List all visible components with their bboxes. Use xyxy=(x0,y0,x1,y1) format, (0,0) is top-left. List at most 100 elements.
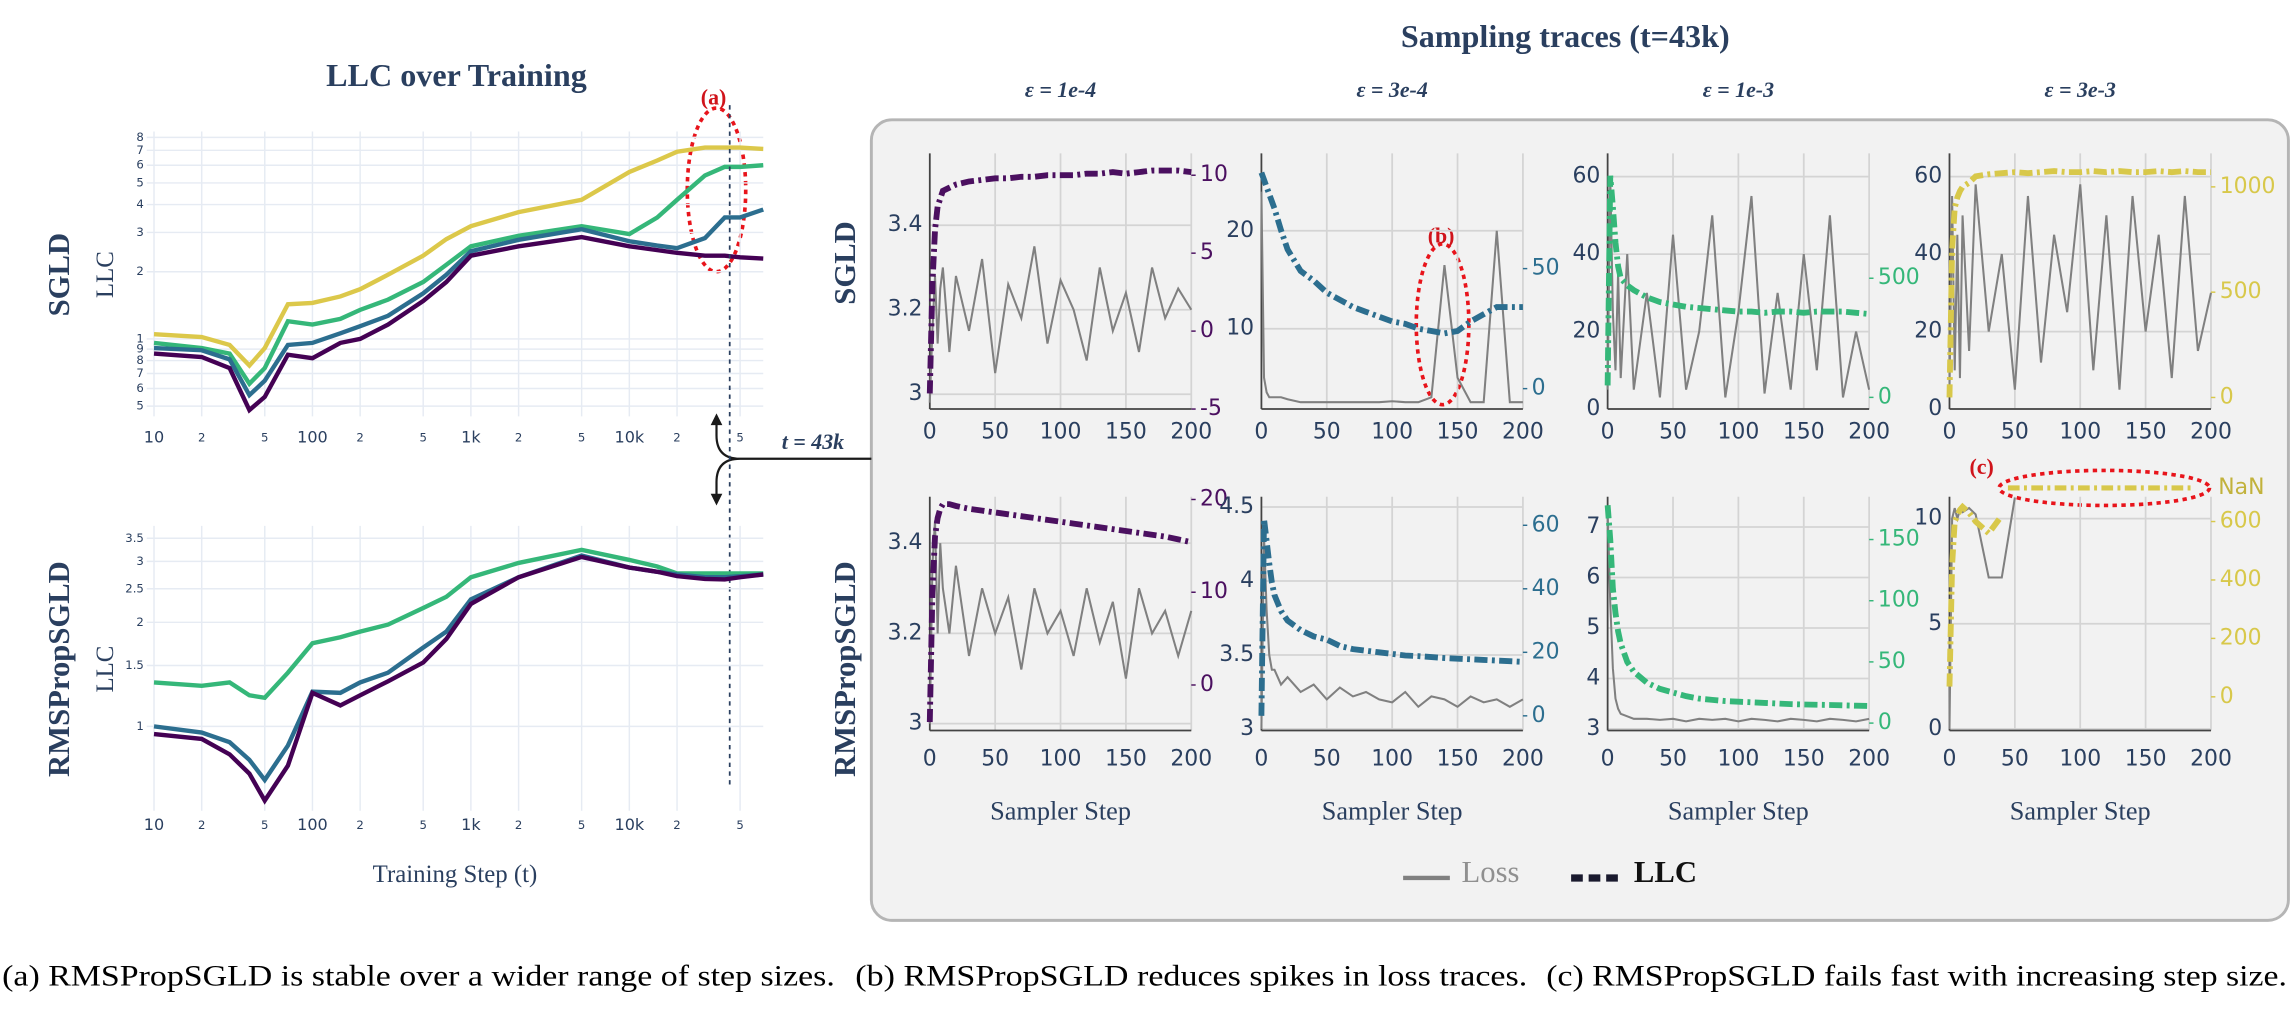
y-tick-label: 0 xyxy=(1928,716,1942,741)
y2-tick-label: 100 xyxy=(1878,588,1920,613)
y-tick-label: 4.5 xyxy=(1219,494,1254,519)
marker-arrow xyxy=(715,419,872,500)
y-tick-label: 6 xyxy=(1586,564,1600,589)
line xyxy=(1258,518,1524,716)
highlight xyxy=(685,106,748,274)
y-axis-label: LLC xyxy=(92,646,119,693)
y2-tick-label: 1000 xyxy=(2220,174,2276,199)
y-tick-label: 6 xyxy=(136,381,143,395)
x-tick-label: 100 xyxy=(1040,747,1082,772)
x-tick-label: 0 xyxy=(923,747,937,772)
annotation: (a) xyxy=(701,84,727,109)
x-tick-label: 5 xyxy=(261,431,268,445)
x-tick-label: 10k xyxy=(614,428,644,447)
x-tick-label: 200 xyxy=(2190,419,2232,444)
y-tick-label: 3.5 xyxy=(1219,642,1254,667)
y-tick-label: 5 xyxy=(136,399,143,413)
y-tick-label: 0 xyxy=(1928,396,1942,421)
x-tick-label: 10 xyxy=(144,815,164,834)
y-tick-label: 4 xyxy=(1240,568,1254,593)
annotation: (c) xyxy=(1969,454,1993,479)
y-tick-label: 6 xyxy=(136,158,143,172)
x-tick-label: 2 xyxy=(515,818,522,832)
caption: (b) RMSPropSGLD reduces spikes in loss t… xyxy=(855,960,1527,993)
y-tick-label: 3.4 xyxy=(888,530,923,555)
x-tick-label: 0 xyxy=(1254,419,1268,444)
y-axis-label: LLC xyxy=(92,251,119,298)
y-tick-label: 3.2 xyxy=(888,297,923,322)
y2-tick-label: 400 xyxy=(2220,567,2262,592)
line xyxy=(1606,176,1871,398)
line xyxy=(1946,168,2211,398)
left-title: LLC over Training xyxy=(326,57,587,93)
x-tick-label: 100 xyxy=(1371,747,1413,772)
x-tick-label: 0 xyxy=(1601,747,1615,772)
x-tick-label: 150 xyxy=(1437,747,1479,772)
column-title: ε = 3e-4 xyxy=(1356,77,1427,102)
legend-label: Loss xyxy=(1462,855,1520,889)
traces-box xyxy=(869,118,2290,922)
y-tick-label: 3 xyxy=(1586,716,1600,741)
y-tick-label: 20 xyxy=(1572,319,1600,344)
y-tick-label: 8 xyxy=(136,130,143,144)
y-tick-label: 1.5 xyxy=(125,658,144,672)
highlight xyxy=(1997,468,2212,508)
x-tick-label: 200 xyxy=(1848,747,1890,772)
x-tick-label: 5 xyxy=(736,431,743,445)
x-tick-label: 5 xyxy=(578,818,585,832)
y2-tick-label: 0 xyxy=(1878,384,1892,409)
y2-tick-label: 20 xyxy=(1532,639,1560,664)
y2-tick-label: 0 xyxy=(1532,376,1546,401)
x-tick-label: 150 xyxy=(1783,419,1825,444)
y2-tick-label: 50 xyxy=(1532,256,1560,281)
row-label: SGLD xyxy=(42,233,76,316)
y-tick-label: 10 xyxy=(1226,316,1254,341)
x-tick-label: 50 xyxy=(981,747,1009,772)
x-tick-label: 150 xyxy=(2125,419,2167,444)
column-title: ε = 3e-3 xyxy=(2045,77,2116,102)
y-tick-label: 5 xyxy=(1586,615,1600,640)
line xyxy=(153,234,764,414)
y2-tick-label: 40 xyxy=(1532,576,1560,601)
y-tick-label: 8 xyxy=(136,353,143,367)
x-tick-label: 150 xyxy=(1783,747,1825,772)
line xyxy=(1606,511,1870,723)
x-tick-label: 0 xyxy=(923,419,937,444)
line xyxy=(926,501,1192,723)
x-tick-label: 50 xyxy=(1659,419,1687,444)
y-tick-label: 3 xyxy=(136,554,143,568)
x-tick-label: 1k xyxy=(461,815,481,834)
y-tick-label: 40 xyxy=(1914,241,1942,266)
y-tick-label: 4 xyxy=(1586,665,1600,690)
y-tick-label: 1 xyxy=(136,331,143,345)
y-tick-label: 0 xyxy=(1586,396,1600,421)
y2-tick-label: 0 xyxy=(1878,710,1892,735)
x-tick-label: 200 xyxy=(1848,419,1890,444)
y2-tick-label: 60 xyxy=(1532,512,1560,537)
x-tick-label: 100 xyxy=(2059,747,2101,772)
x-axis-label: Sampler Step xyxy=(1668,797,1809,826)
y2-tick-label: 150 xyxy=(1878,527,1920,552)
row-label: SGLD xyxy=(828,221,862,304)
x-axis-label: Sampler Step xyxy=(2010,797,2151,826)
x-tick-label: 1k xyxy=(461,428,481,447)
y-tick-label: 10 xyxy=(1914,506,1942,531)
x-tick-label: 200 xyxy=(1502,747,1544,772)
y-tick-label: 3 xyxy=(909,381,923,406)
column-title: ε = 1e-4 xyxy=(1025,77,1096,102)
x-tick-label: 100 xyxy=(2059,419,2101,444)
row-label: RMSPropSGLD xyxy=(828,561,862,777)
x-tick-label: 50 xyxy=(2001,419,2029,444)
y-tick-label: 2 xyxy=(136,615,143,629)
line xyxy=(1948,184,2212,390)
x-tick-label: 5 xyxy=(261,818,268,832)
x-tick-label: 2 xyxy=(673,818,680,832)
y-tick-label: 1 xyxy=(136,719,143,733)
line xyxy=(153,554,764,805)
y-tick-label: 2 xyxy=(136,264,143,278)
x-tick-label: 5 xyxy=(419,818,426,832)
y-tick-label: 5 xyxy=(1928,611,1942,636)
y-tick-label: 3.4 xyxy=(888,212,923,237)
line xyxy=(1604,175,1870,386)
x-tick-label: 100 xyxy=(1040,419,1082,444)
